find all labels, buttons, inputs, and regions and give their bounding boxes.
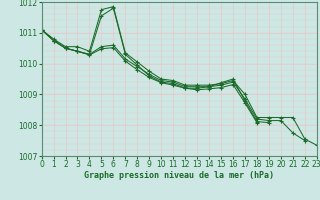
- X-axis label: Graphe pression niveau de la mer (hPa): Graphe pression niveau de la mer (hPa): [84, 171, 274, 180]
